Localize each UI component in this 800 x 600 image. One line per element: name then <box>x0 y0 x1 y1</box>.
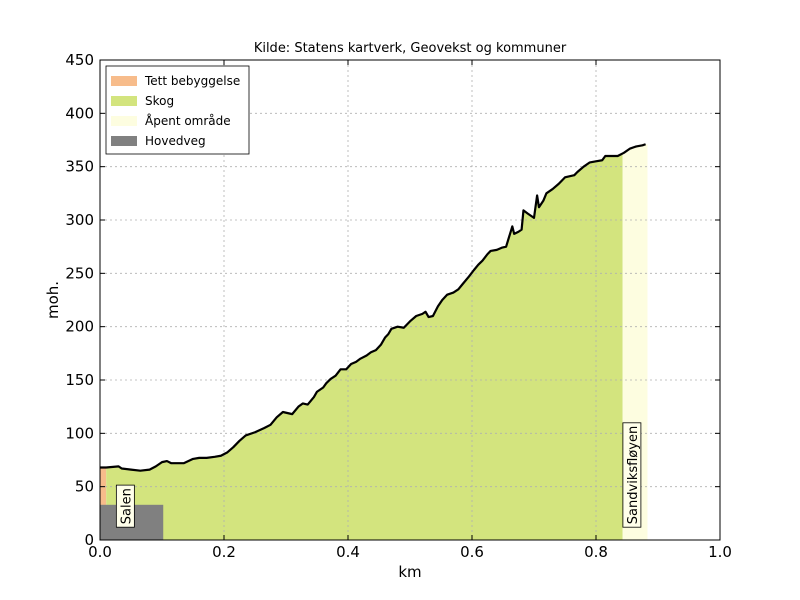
y-tick-label: 200 <box>65 318 94 336</box>
x-tick-label: 0.6 <box>460 543 484 561</box>
x-tick-label: 0.2 <box>212 543 236 561</box>
chart-title: Kilde: Statens kartverk, Geovekst og kom… <box>254 41 567 56</box>
place-label-box <box>622 422 642 528</box>
place-label: Sandviksfløyen <box>622 422 642 528</box>
place-label-text: Sandviksfløyen <box>626 426 641 524</box>
legend: Tett bebyggelse Skog Åpent område Hovedveg <box>105 65 250 155</box>
place-labels: Salen Sandviksfløyen <box>115 422 642 528</box>
x-tick-label: 1.0 <box>708 543 732 561</box>
y-tick-label: 100 <box>65 424 94 442</box>
y-tick-label: 300 <box>65 211 94 229</box>
legend-swatch-apent <box>111 116 137 126</box>
legend-swatch-skog <box>111 96 137 106</box>
x-tick-label: 0.4 <box>336 543 360 561</box>
place-label-box <box>115 484 135 528</box>
x-tick-label: 0.0 <box>88 543 112 561</box>
legend-swatch-tett <box>111 76 137 86</box>
elevation-profile-line <box>100 143 646 472</box>
axis-ticks: 0.0 0.2 0.4 0.6 0.8 1.0 0 50 100 150 200 250 300 350 4… <box>65 51 732 561</box>
legend-entry-tett: Tett bebyggelse <box>144 74 240 88</box>
place-label-text: Salen <box>119 488 134 524</box>
legend-entry-apent: Åpent område <box>145 113 231 128</box>
y-tick-label: 250 <box>65 264 94 282</box>
plot-frame <box>99 59 721 541</box>
x-tick-label: 0.8 <box>584 543 608 561</box>
y-tick-label: 450 <box>65 51 94 69</box>
x-axis-label: km <box>398 563 421 581</box>
y-tick-label: 150 <box>65 371 94 389</box>
legend-swatch-hovedveg <box>111 136 137 146</box>
legend-entry-hovedveg: Hovedveg <box>145 134 206 148</box>
y-tick-label: 400 <box>65 104 94 122</box>
legend-entry-skog: Skog <box>145 94 174 108</box>
landcover-skog <box>106 153 623 540</box>
y-axis-label: moh. <box>44 281 62 319</box>
y-tick-label: 50 <box>75 478 94 496</box>
y-tick-label: 0 <box>84 531 94 549</box>
y-tick-label: 350 <box>65 158 94 176</box>
place-label: Salen <box>115 484 135 528</box>
